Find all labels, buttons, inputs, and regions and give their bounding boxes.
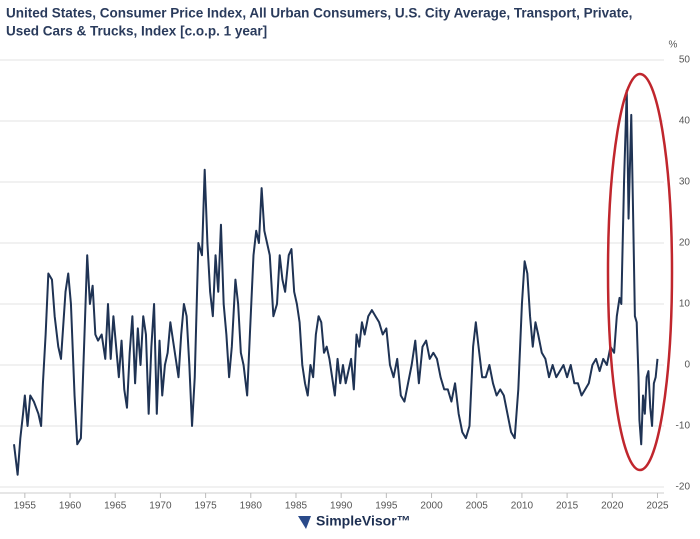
y-tick-label: -20 <box>676 482 691 493</box>
brand-logo: SimpleVisor™ <box>298 513 411 529</box>
chart-title-line-2: Used Cars & Trucks, Index [c.o.p. 1 year… <box>6 24 267 39</box>
y-tick-label: 0 <box>684 360 690 371</box>
x-tick-label: 2015 <box>556 501 579 512</box>
x-tick-label: 1990 <box>330 501 353 512</box>
y-tick-label: 10 <box>679 299 691 310</box>
y-tick-label: 40 <box>679 116 691 127</box>
grid <box>0 59 664 498</box>
x-tick-label: 1955 <box>14 501 37 512</box>
x-tick-label: 2005 <box>466 501 489 512</box>
y-tick-label: 20 <box>679 238 691 249</box>
data-line <box>13 89 659 476</box>
x-tick-label: 1980 <box>240 501 263 512</box>
brand-text: SimpleVisor™ <box>316 513 411 529</box>
x-tick-label: 1965 <box>104 501 127 512</box>
x-tick-label: 1975 <box>194 501 217 512</box>
y-unit: % <box>669 40 678 51</box>
x-tick-label: 1995 <box>375 501 398 512</box>
y-tick-label: 30 <box>679 177 691 188</box>
chart-title-line-1: United States, Consumer Price Index, All… <box>6 6 632 21</box>
y-tick-label: -10 <box>676 421 691 432</box>
x-tick-label: 2010 <box>511 501 534 512</box>
x-tick-label: 2020 <box>601 501 624 512</box>
x-tick-label: 2025 <box>646 501 669 512</box>
plot <box>13 89 659 476</box>
x-tick-label: 1960 <box>59 501 82 512</box>
y-tick-label: 50 <box>679 55 691 66</box>
logo-icon <box>298 516 311 529</box>
highlight-ellipse <box>606 72 674 472</box>
x-tick-label: 2000 <box>420 501 443 512</box>
x-tick-label: 1970 <box>149 501 172 512</box>
x-tick-label: 1985 <box>285 501 308 512</box>
